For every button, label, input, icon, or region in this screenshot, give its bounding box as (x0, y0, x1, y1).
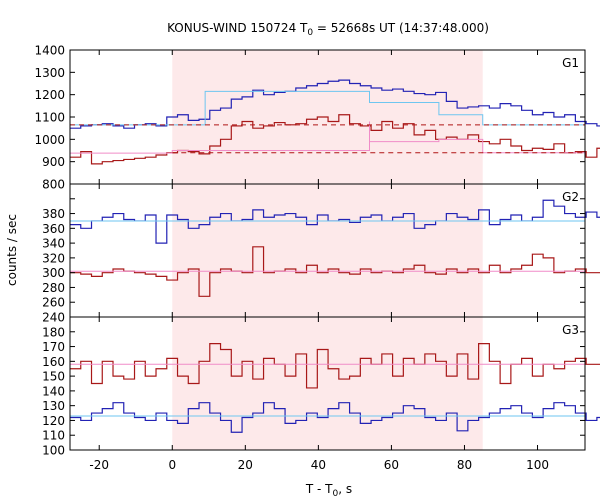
panel-label: G3 (562, 323, 579, 337)
y-axis-label: counts / sec (5, 214, 19, 286)
y-tick-label: 100 (42, 444, 65, 458)
y-tick-label: 380 (42, 207, 65, 221)
y-tick-label: 360 (42, 222, 65, 236)
y-tick-label: 300 (42, 266, 65, 280)
y-tick-label: 1300 (34, 66, 65, 80)
y-tick-label: 150 (42, 370, 65, 384)
x-tick-label: -20 (89, 458, 109, 472)
y-tick-label: 130 (42, 399, 65, 413)
y-tick-label: 160 (42, 355, 65, 369)
series-blue-0 (70, 79, 600, 129)
y-tick-label: 900 (42, 155, 65, 169)
x-axis-label: T - T0, s (305, 482, 352, 499)
y-tick-label: 1200 (34, 88, 65, 102)
chart-title: KONUS-WIND 150724 T0 = 52668s UT (14:37:… (167, 21, 489, 38)
y-tick-label: 180 (42, 325, 65, 339)
x-tick-label: 100 (526, 458, 549, 472)
burst-interval-band (172, 184, 483, 317)
y-tick-label: 240 (42, 311, 65, 325)
panels: 80090010001100120013001400G1240260280300… (34, 44, 600, 472)
series-cyan-2 (70, 90, 585, 126)
x-tick-label: 40 (311, 458, 326, 472)
panel-g1: 800 900 1000 1100 1200 1300 1400 G1 (34, 44, 600, 192)
x-tick-label: 20 (238, 458, 253, 472)
panel-frame (69, 316, 586, 451)
burst-interval-band (172, 317, 483, 450)
y-tick-label: 170 (42, 340, 65, 354)
y-tick-label: 1100 (34, 111, 65, 125)
panel-label: G1 (562, 56, 579, 70)
x-tick-label: 60 (384, 458, 399, 472)
y-tick-label: 340 (42, 237, 65, 251)
y-tick-label: 260 (42, 296, 65, 310)
x-tick-label: 80 (457, 458, 472, 472)
series-red-0 (70, 343, 600, 389)
y-tick-label: 800 (42, 178, 65, 192)
y-tick-label: 120 (42, 414, 65, 428)
y-tick-label: 1000 (34, 133, 65, 147)
series-pink-3 (70, 121, 585, 154)
x-tick-label: 0 (168, 458, 176, 472)
y-tick-label: 110 (42, 429, 65, 443)
y-tick-label: 320 (42, 251, 65, 265)
y-tick-label: 140 (42, 384, 65, 398)
y-tick-label: 1400 (34, 44, 65, 58)
series-blue-1 (70, 402, 600, 433)
panel-label: G2 (562, 190, 579, 204)
y-tick-label: 280 (42, 281, 65, 295)
series-blue-0 (70, 199, 600, 244)
